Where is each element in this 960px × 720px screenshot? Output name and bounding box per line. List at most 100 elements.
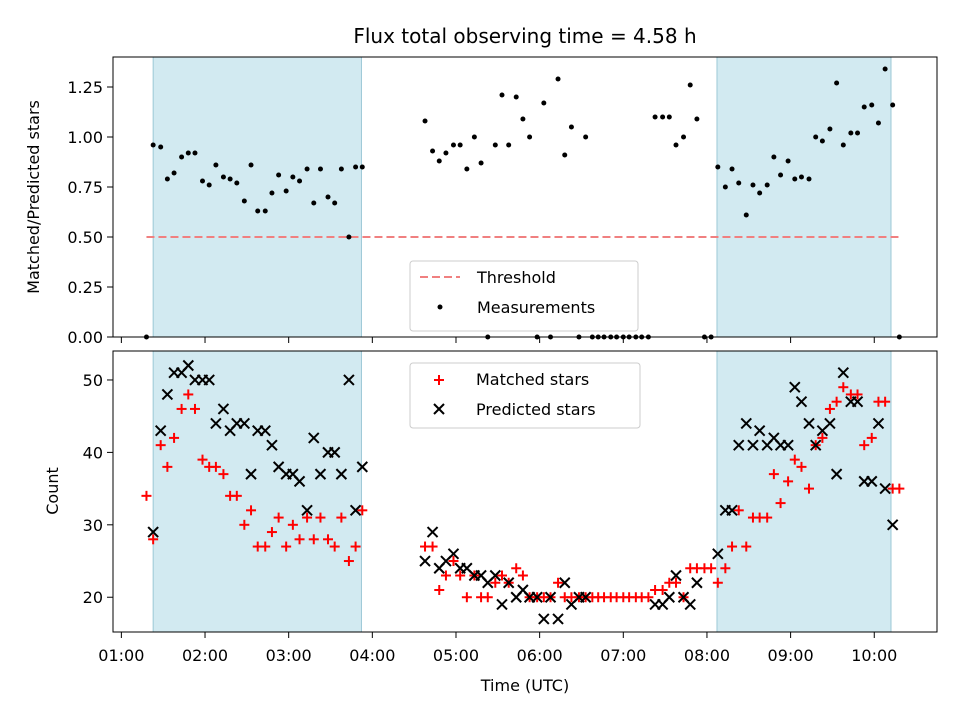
measurement-point: [206, 182, 212, 188]
measurement-point: [861, 104, 867, 110]
xtick-label: 09:00: [768, 646, 814, 665]
predicted-point: [753, 424, 766, 437]
bottom-x-ticks: 01:00 02:00 03:00 04:00 05:00 06:00 07:00 08:00…: [98, 632, 897, 665]
measurement-point: [764, 182, 770, 188]
measurement-point: [562, 152, 568, 158]
bottom-ytick-label: 30: [83, 516, 103, 535]
measurement-point: [890, 102, 896, 108]
matched-point: [783, 476, 794, 487]
predicted-point: [837, 367, 850, 379]
matched-point: [148, 534, 159, 545]
predicted-point: [544, 591, 557, 603]
matched-point: [302, 512, 313, 523]
predicted-point: [154, 424, 167, 437]
measurement-point: [338, 166, 344, 172]
matched-point: [657, 584, 668, 595]
matched-point: [315, 512, 326, 523]
top-ytick-label: 0.25: [67, 278, 103, 297]
measurement-point: [457, 142, 463, 148]
matched-point: [455, 570, 466, 581]
matched-point: [859, 440, 870, 451]
matched-point: [210, 461, 221, 472]
matched-point: [336, 512, 347, 523]
predicted-point: [203, 374, 215, 386]
measurement-point: [681, 134, 687, 140]
measurement-point: [687, 82, 693, 88]
bottom-y-axis-label: Count: [43, 467, 62, 515]
matched-point: [218, 469, 229, 480]
bottom-legend-box: [409, 362, 641, 429]
matched-stars-series: [141, 382, 905, 603]
measurement-point: [813, 134, 819, 140]
measurement-point: [220, 174, 226, 180]
top-ytick-label: 0.00: [67, 328, 103, 347]
measurement-point: [332, 200, 338, 206]
measurement-point: [185, 150, 191, 156]
predicted-point: [502, 577, 515, 589]
matched-point: [789, 454, 800, 465]
matched-point: [880, 396, 891, 407]
measurement-point: [673, 142, 679, 148]
matched-point: [741, 541, 752, 552]
matched-point: [322, 534, 333, 545]
xtick-label: 01:00: [98, 646, 144, 665]
predicted-point: [809, 439, 822, 451]
matched-point: [496, 570, 507, 581]
matched-point: [169, 432, 180, 443]
top-chart-area: 0.00 0.25 0.50 0.75 1.00 1.25 Matched/Predict…: [24, 56, 938, 347]
legend-matched-swatch: [434, 375, 444, 385]
top-legend: Threshold Measurements: [409, 260, 639, 332]
measurement-point: [666, 114, 672, 120]
predicted-point: [217, 403, 230, 415]
predicted-point: [552, 613, 564, 625]
measurement-point: [792, 176, 798, 182]
measurement-point: [736, 180, 742, 186]
matched-point: [266, 527, 277, 538]
matched-point: [831, 396, 842, 407]
predicted-point: [782, 439, 794, 451]
predicted-point: [795, 395, 808, 408]
measurement-point: [855, 130, 861, 136]
shaded-span-1: [716, 351, 891, 632]
predicted-point: [789, 381, 801, 393]
matched-point: [183, 389, 194, 400]
measurement-point: [827, 126, 833, 132]
matched-point: [670, 577, 681, 588]
measurement-point: [234, 180, 240, 186]
xtick-label: 05:00: [433, 646, 479, 665]
measurement-point: [262, 208, 268, 214]
matched-point: [727, 541, 738, 552]
predicted-point: [426, 526, 439, 538]
matched-point: [287, 519, 298, 530]
predicted-point: [684, 598, 696, 611]
measurement-point: [785, 158, 791, 164]
measurement-point: [290, 174, 296, 180]
matched-point: [517, 570, 528, 581]
matched-point: [866, 432, 877, 443]
predicted-point: [670, 569, 682, 582]
predicted-point: [851, 395, 864, 408]
measurement-point: [715, 164, 721, 170]
matched-point: [231, 490, 242, 501]
measurement-point: [200, 178, 206, 184]
matched-point: [768, 469, 779, 480]
measurement-point: [179, 154, 185, 160]
matched-point: [308, 534, 319, 545]
measurement-point: [227, 176, 233, 182]
xtick-label: 02:00: [182, 646, 228, 665]
measurement-point: [743, 212, 749, 218]
measurement-point: [819, 138, 825, 144]
measurement-point: [798, 174, 804, 180]
measurement-point: [283, 188, 289, 194]
top-ytick-label: 0.50: [67, 228, 103, 247]
matched-point: [720, 563, 731, 574]
predicted-point: [210, 417, 222, 430]
measurement-point: [757, 190, 763, 196]
shaded-span-0: [153, 351, 362, 632]
measurement-point: [778, 172, 784, 178]
matched-point: [643, 592, 654, 603]
legend-predicted-swatch: [433, 403, 445, 415]
matched-point: [155, 440, 166, 451]
measurement-point: [304, 166, 310, 172]
predicted-point: [489, 569, 502, 582]
